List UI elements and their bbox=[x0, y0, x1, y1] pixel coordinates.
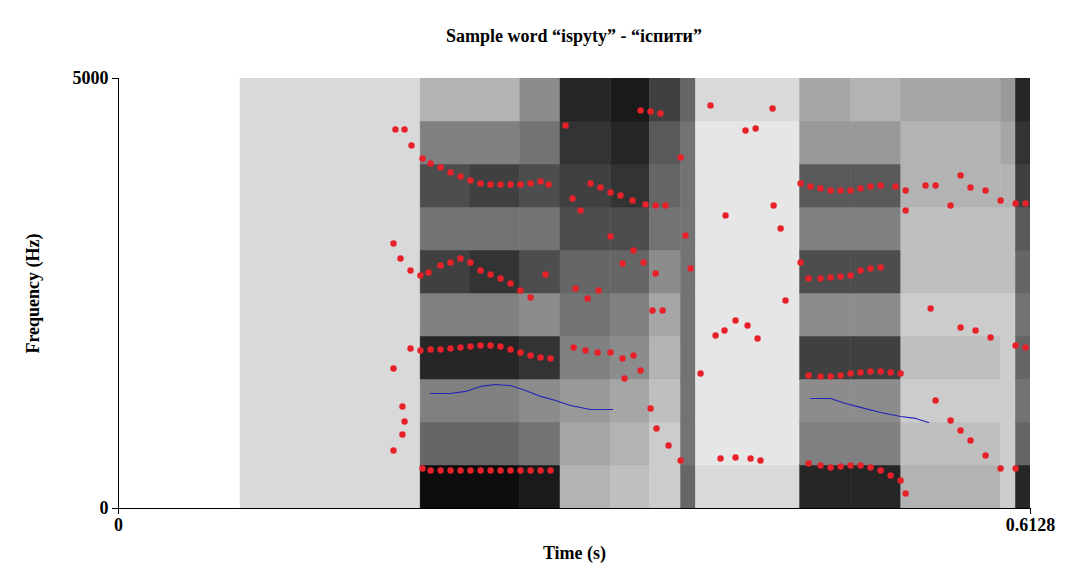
svg-text:Time (s): Time (s) bbox=[543, 543, 606, 564]
html-text:Sample word “ispyty” - “іспити: Sample word “ispyty” - “іспити” bbox=[446, 26, 702, 46]
svg-text:Frequency (Hz): Frequency (Hz) bbox=[23, 233, 44, 353]
svg-text:5000: 5000 bbox=[73, 68, 109, 88]
svg-text:0.6128: 0.6128 bbox=[1006, 515, 1056, 535]
svg-text:0: 0 bbox=[100, 498, 109, 518]
svg-text:0: 0 bbox=[114, 515, 123, 535]
